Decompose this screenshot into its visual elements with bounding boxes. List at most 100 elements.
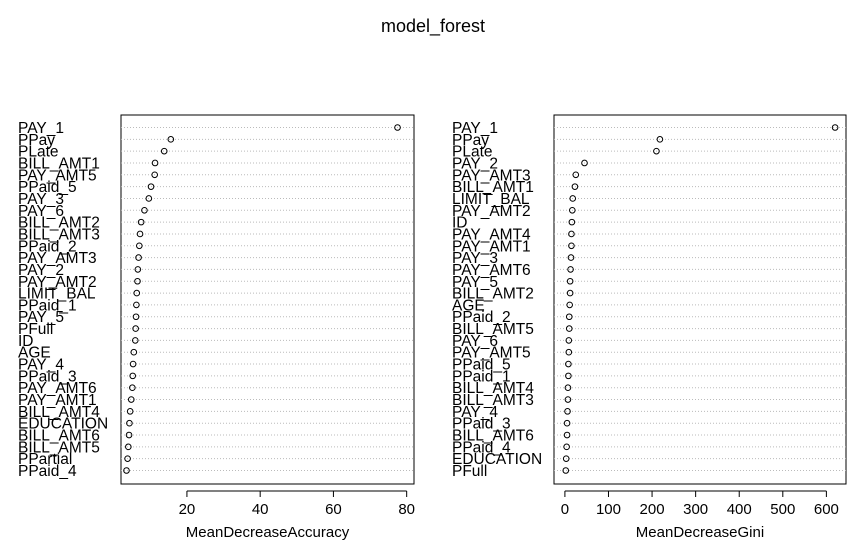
data-point <box>129 360 137 368</box>
data-point <box>160 147 168 155</box>
category-label: BILL_AMT3 <box>452 392 534 409</box>
data-point <box>565 348 573 356</box>
data-point <box>132 313 140 321</box>
x-axis-label: MeanDecreaseGini <box>636 524 764 541</box>
category-label: PAY_5 <box>18 309 64 326</box>
x-tick-label: 80 <box>398 501 415 518</box>
data-point <box>141 206 148 214</box>
category-label: LIMIT_BAL <box>18 286 96 303</box>
data-point <box>129 384 136 392</box>
data-point <box>133 301 140 309</box>
category-label: PAY_2 <box>18 262 64 279</box>
category-label: PFull <box>452 463 487 480</box>
data-point <box>568 230 575 238</box>
category-label: PAY_4 <box>18 357 64 374</box>
x-axis-label: MeanDecreaseAccuracy <box>186 524 350 541</box>
category-label: PAY_AMT5 <box>452 345 531 362</box>
category-label: PPaid_1 <box>452 368 511 385</box>
category-label: PAY_1 <box>18 120 64 137</box>
x-tick-label: 300 <box>683 501 708 518</box>
category-label: PAY_3 <box>18 191 64 208</box>
category-label: PPaid_3 <box>452 416 511 433</box>
data-point <box>124 455 131 462</box>
data-point <box>564 396 572 403</box>
category-label: PAY_AMT6 <box>18 380 97 397</box>
category-label: AGE <box>18 345 51 362</box>
category-label: PAY_6 <box>18 203 64 220</box>
category-label: PAY_AMT2 <box>452 203 531 220</box>
data-point <box>134 277 141 285</box>
data-point <box>133 289 141 297</box>
data-point <box>566 301 573 309</box>
x-tick-label: 600 <box>814 501 839 518</box>
category-label: PAY_3 <box>452 250 498 267</box>
data-point <box>145 195 153 202</box>
data-point <box>126 419 133 427</box>
data-point <box>568 242 575 250</box>
category-label: BILL_AMT6 <box>452 428 534 445</box>
category-label: PAY_AMT1 <box>18 392 97 409</box>
x-tick-label: 20 <box>179 501 196 518</box>
x-tick-label: 0 <box>561 501 569 518</box>
x-tick-label: 400 <box>727 501 752 518</box>
data-point <box>394 124 401 131</box>
data-point <box>563 443 570 451</box>
data-point <box>125 443 132 451</box>
data-point <box>132 325 139 332</box>
category-label: PAY_1 <box>452 120 498 137</box>
data-point <box>167 136 175 143</box>
data-point <box>151 171 158 179</box>
data-point <box>137 218 145 226</box>
data-point <box>123 467 130 474</box>
data-point <box>130 348 138 356</box>
category-label: BILL_AMT4 <box>18 404 100 421</box>
chart-title: model_forest <box>380 16 486 36</box>
data-point <box>134 266 142 273</box>
category-label: PPaid_5 <box>18 179 77 196</box>
x-tick-label: 500 <box>770 501 795 518</box>
category-label: PLate <box>452 144 493 161</box>
data-point <box>147 183 155 190</box>
category-label: BILL_AMT2 <box>18 215 100 232</box>
x-tick-label: 200 <box>640 501 665 518</box>
data-point <box>581 159 588 167</box>
category-label: PAY_AMT3 <box>452 167 531 184</box>
category-label: PAY_AMT5 <box>18 167 97 184</box>
plot-frame-accuracy <box>120 114 415 485</box>
data-point <box>567 266 574 273</box>
data-point <box>562 455 570 462</box>
data-point <box>125 431 133 439</box>
category-label: ID <box>452 215 468 232</box>
data-point <box>566 289 574 297</box>
x-tick-label: 60 <box>325 501 342 518</box>
x-tick-label: 100 <box>596 501 621 518</box>
category-label: EDUCATION <box>18 416 108 433</box>
category-label: BILL_AMT5 <box>452 321 534 338</box>
category-label: PFull <box>18 321 53 338</box>
category-label: LIMIT_BAL <box>452 191 530 208</box>
category-label: PPaid_4 <box>18 463 77 480</box>
plot-frame-gini <box>553 114 847 485</box>
category-label: BILL_AMT6 <box>18 428 100 445</box>
category-label: PPaid_4 <box>452 439 511 456</box>
data-point <box>129 372 137 380</box>
data-point <box>566 277 574 285</box>
data-point <box>126 408 134 415</box>
data-point <box>571 183 579 190</box>
category-label: PPaid_5 <box>452 357 511 374</box>
data-point <box>563 431 571 439</box>
data-point <box>653 147 660 155</box>
category-label: BILL_AMT4 <box>452 380 534 397</box>
data-point <box>136 230 144 238</box>
category-label: PPay <box>452 132 489 149</box>
data-point <box>656 136 664 143</box>
data-point <box>565 313 573 321</box>
data-point <box>567 254 575 261</box>
data-point <box>564 408 571 415</box>
data-point <box>569 206 576 214</box>
category-label: EDUCATION <box>452 451 542 468</box>
category-label: PAY_AMT4 <box>452 226 531 243</box>
category-label: PPaid_2 <box>452 309 511 326</box>
category-label: AGE <box>452 297 485 314</box>
